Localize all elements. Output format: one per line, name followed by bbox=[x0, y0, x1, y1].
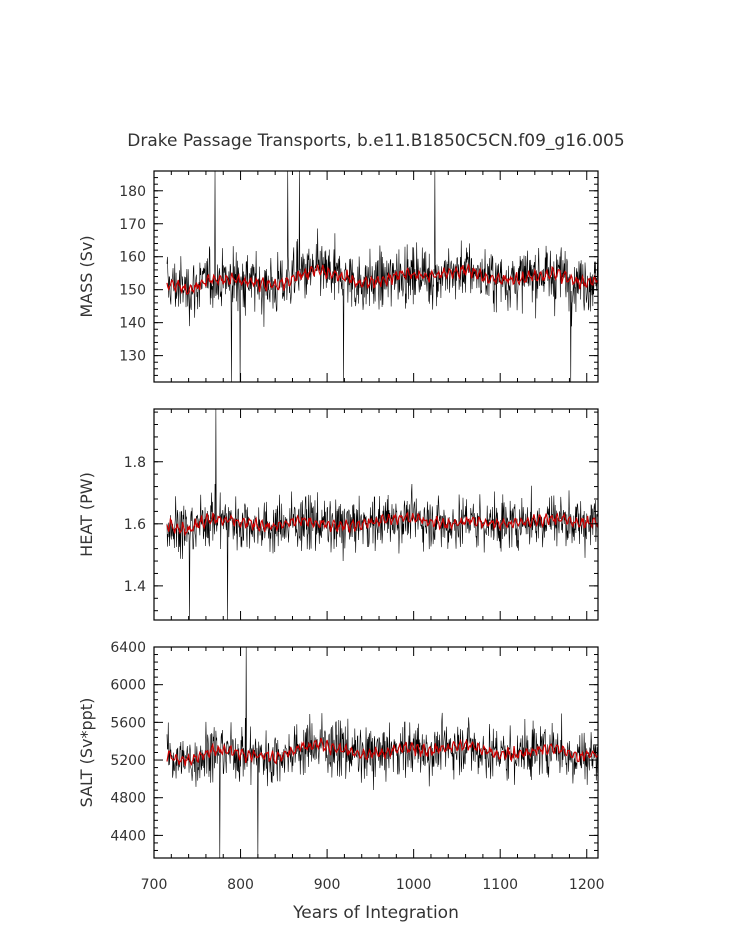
y-tick-label: 6000 bbox=[110, 678, 146, 694]
y-tick-label: 4400 bbox=[110, 828, 146, 844]
x-tick-label: 1200 bbox=[569, 877, 605, 893]
x-tick-label: 900 bbox=[314, 877, 341, 893]
y-tick-label: 1.8 bbox=[124, 455, 146, 471]
chart-panels: 130 140 150 160 170 180 MASS (Sv) 1.4 1.6 1.8 HEAT… bbox=[77, 170, 605, 893]
y-axis-label: SALT (Sv*ppt) bbox=[77, 698, 96, 808]
raw-series-line bbox=[166, 408, 599, 621]
smoothed-series-line bbox=[166, 737, 599, 767]
panel-frame bbox=[153, 408, 599, 621]
panel-0: 130 140 150 160 170 180 MASS (Sv) bbox=[77, 170, 599, 383]
y-axis-label: MASS (Sv) bbox=[77, 235, 96, 317]
y-axis-label: HEAT (PW) bbox=[77, 472, 96, 557]
x-tick-label: 1000 bbox=[396, 877, 432, 893]
smoothed-series-line bbox=[166, 262, 599, 295]
y-tick-label: 5600 bbox=[110, 715, 146, 731]
y-tick-label: 1.6 bbox=[124, 517, 146, 533]
y-tick-label: 130 bbox=[119, 349, 146, 365]
y-tick-label: 6400 bbox=[110, 640, 146, 656]
raw-series-line bbox=[166, 646, 599, 859]
y-tick-label: 180 bbox=[119, 184, 146, 200]
x-axis-label: Years of Integration bbox=[292, 903, 459, 923]
chart-title: Drake Passage Transports, b.e11.B1850C5C… bbox=[127, 131, 624, 151]
x-tick-label: 800 bbox=[227, 877, 254, 893]
panel-1: 1.4 1.6 1.8 HEAT (PW) bbox=[77, 408, 599, 621]
x-tick-label: 1100 bbox=[482, 877, 518, 893]
y-tick-label: 5200 bbox=[110, 753, 146, 769]
y-tick-label: 150 bbox=[119, 283, 146, 299]
y-tick-label: 140 bbox=[119, 316, 146, 332]
y-tick-label: 1.4 bbox=[124, 579, 146, 595]
panel-2: 4400 4800 5200 5600 6000 6400 SALT (Sv*ppt) bbox=[77, 640, 599, 859]
x-tick-label: 700 bbox=[141, 877, 168, 893]
smoothed-series-line bbox=[166, 511, 599, 537]
y-tick-label: 4800 bbox=[110, 791, 146, 807]
y-tick-label: 170 bbox=[119, 217, 146, 233]
y-tick-label: 160 bbox=[119, 250, 146, 266]
